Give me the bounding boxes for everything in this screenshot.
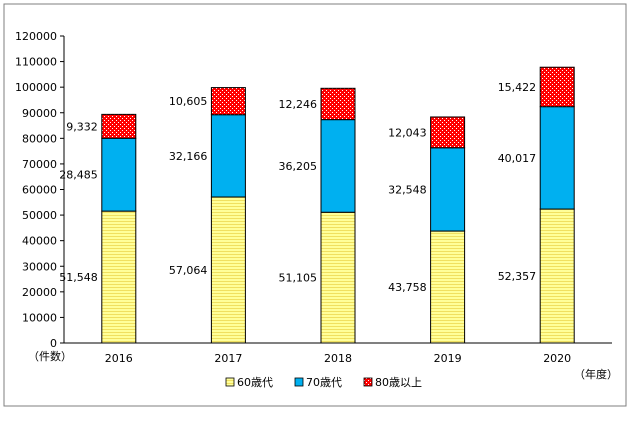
- y-tick-label: 120000: [15, 30, 57, 43]
- bar-segment: [320, 87, 356, 121]
- data-label: 51,548: [59, 271, 98, 284]
- legend-label: 80歳以上: [375, 376, 422, 389]
- data-label: 57,064: [169, 264, 208, 277]
- y-tick-label: 110000: [15, 56, 57, 69]
- legend-swatch: [294, 377, 304, 387]
- bar-segment: [320, 119, 356, 213]
- y-tick-label: 90000: [22, 107, 57, 120]
- data-label: 36,205: [279, 160, 318, 173]
- data-label: 10,605: [169, 95, 208, 108]
- x-tick-label: 2019: [434, 352, 462, 365]
- data-label: 51,105: [279, 272, 318, 285]
- data-label: 40,017: [498, 152, 537, 165]
- bar-segment: [101, 137, 137, 212]
- data-label: 12,043: [388, 126, 427, 139]
- legend-label: 60歳代: [237, 376, 273, 389]
- legend: 60歳代 70歳代 80歳以上: [225, 376, 422, 389]
- data-label: 28,485: [59, 169, 98, 182]
- bar-segment: [430, 230, 466, 344]
- y-tick-label: 50000: [22, 209, 57, 222]
- bar-segment: [210, 87, 246, 116]
- y-tick-label: 80000: [22, 132, 57, 145]
- x-axis: 2016 2017 2018 2019 2020: [64, 342, 612, 365]
- bar-segment: [101, 113, 137, 139]
- y-tick-label: 0: [50, 337, 57, 350]
- bar-segment: [101, 210, 137, 344]
- bar-segment: [430, 147, 466, 232]
- y-tick-label: 30000: [22, 260, 57, 273]
- data-label: 32,166: [169, 150, 208, 163]
- legend-label: 70歳代: [306, 376, 342, 389]
- data-label: 9,332: [66, 120, 98, 133]
- data-label: 12,246: [279, 98, 318, 111]
- bar-segment: [320, 211, 356, 344]
- data-label: 15,422: [498, 81, 537, 94]
- data-labels: 51,548 28,485 9,332 57,064 32,166 10,605 51,10…: [59, 81, 536, 294]
- legend-swatch: [363, 377, 373, 387]
- y-tick-label: 40000: [22, 235, 57, 248]
- bar-segment: [210, 114, 246, 198]
- x-tick-label: 2018: [324, 352, 352, 365]
- y-tick-label: 70000: [22, 158, 57, 171]
- chart-border: [3, 3, 627, 407]
- x-tick-label: 2016: [105, 352, 133, 365]
- bar-segment: [539, 106, 575, 210]
- y-tick-label: 10000: [22, 311, 57, 324]
- x-tick-label: 2020: [543, 352, 571, 365]
- x-tick-label: 2017: [214, 352, 242, 365]
- bars: [101, 66, 575, 344]
- bar-segment: [430, 116, 466, 149]
- y-axis: 0 10000 20000 30000 40000 50000 60000 70000 8000…: [15, 30, 65, 350]
- y-tick-label: 60000: [22, 184, 57, 197]
- data-label: 43,758: [388, 281, 427, 294]
- bar-segment: [539, 66, 575, 108]
- bar-segment: [210, 196, 246, 344]
- data-label: 52,357: [498, 270, 537, 283]
- legend-swatch: [225, 377, 235, 387]
- bar-segment: [539, 208, 575, 344]
- x-axis-unit-label: （年度）: [574, 367, 618, 381]
- y-tick-label: 20000: [22, 286, 57, 299]
- data-label: 32,548: [388, 183, 427, 196]
- y-axis-unit-label: （件数）: [28, 350, 72, 363]
- y-tick-label: 100000: [15, 81, 57, 94]
